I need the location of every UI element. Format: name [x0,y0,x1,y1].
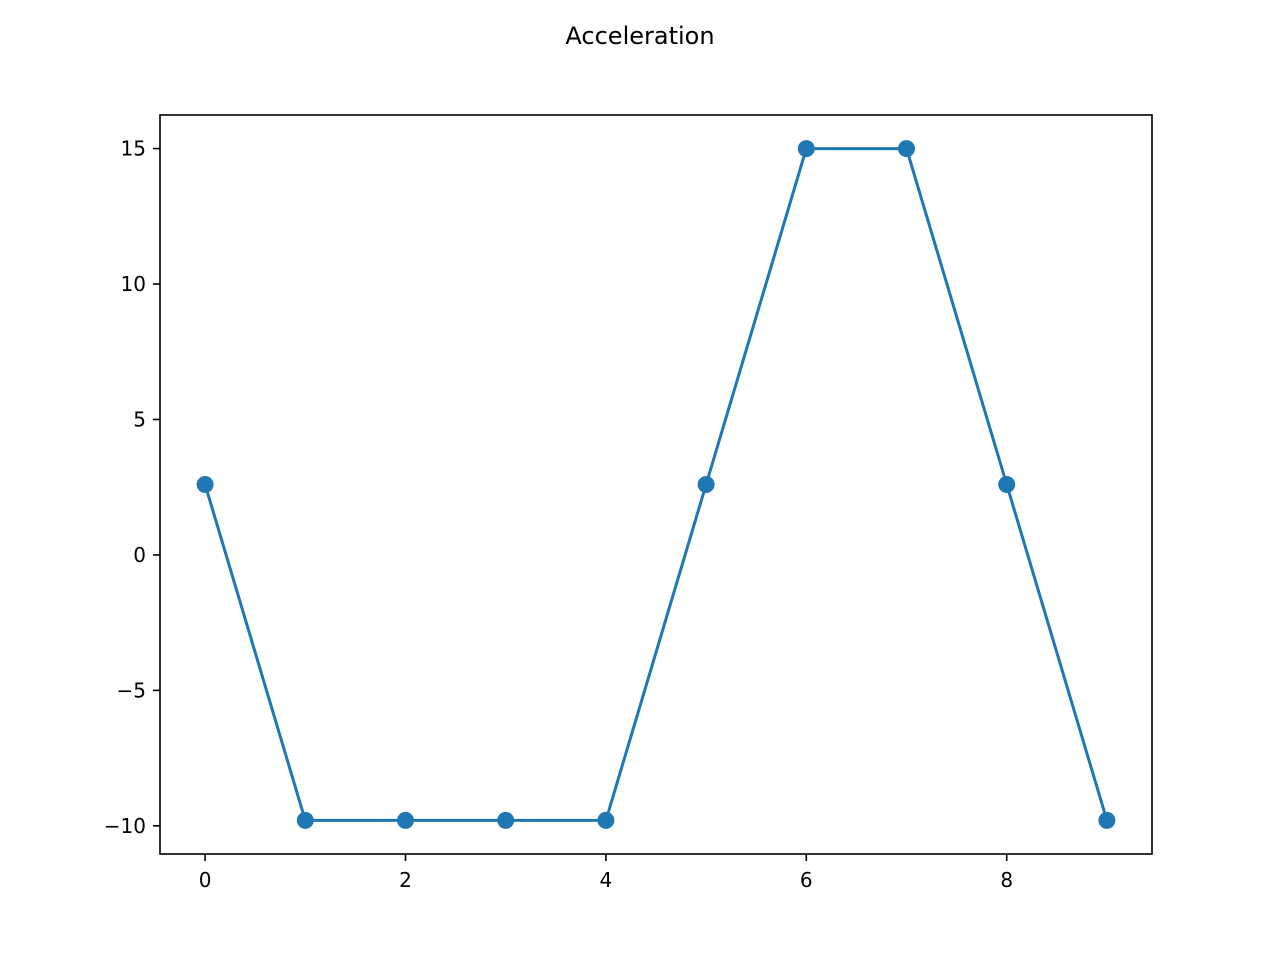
data-point [597,811,615,829]
data-point [1098,811,1116,829]
data-point [697,476,715,493]
y-tick-label: 0 [133,543,146,567]
y-tick-label: 5 [133,407,146,431]
x-axis: 0 2 4 6 8 [199,854,1013,892]
data-point [296,811,314,829]
x-tick-label: 6 [800,868,813,892]
data-point [797,140,815,158]
data-point [898,140,916,158]
x-tick-label: 4 [600,868,613,892]
plot-area: 0 2 4 6 8 −10 −5 0 5 10 15 [104,114,1153,892]
chart-title: Acceleration [565,22,714,50]
axes-frame [159,114,1153,855]
data-point [396,811,414,829]
y-tick-label: −5 [117,678,146,702]
x-tick-label: 8 [1000,868,1013,892]
y-tick-label: 10 [121,272,146,296]
data-point [497,811,515,829]
data-point [196,476,214,493]
y-tick-label: −10 [104,814,146,838]
series-group [196,140,1116,829]
series-line [203,147,1109,822]
data-point [998,476,1016,493]
y-axis: −10 −5 0 5 10 15 [104,137,160,838]
x-tick-label: 0 [199,868,212,892]
x-tick-label: 2 [399,868,412,892]
y-tick-label: 15 [121,137,146,161]
